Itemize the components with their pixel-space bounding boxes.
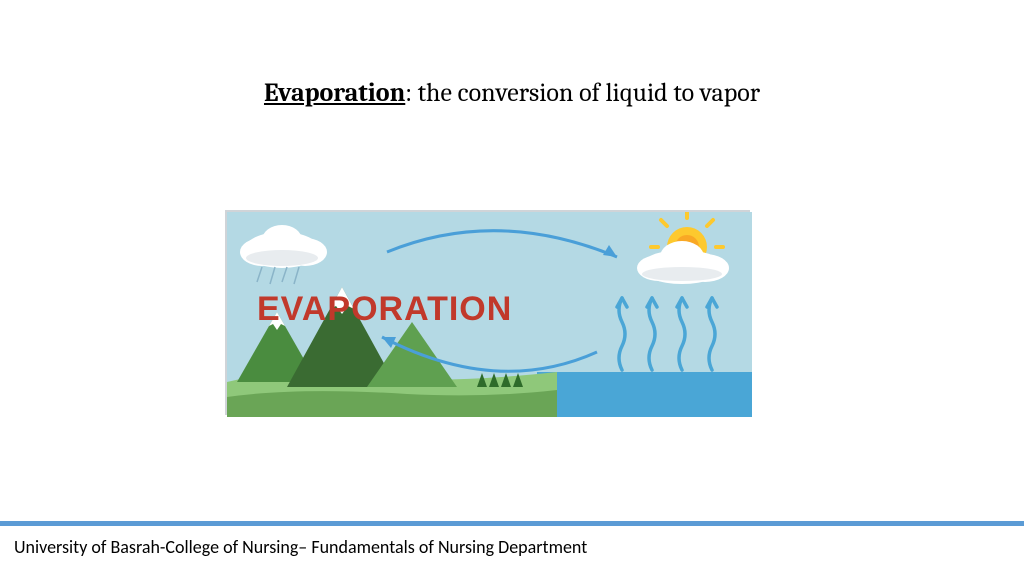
- title-definition: : the conversion of liquid to vapor: [405, 78, 760, 108]
- footer-text: University of Basrah-College of Nursing–…: [14, 536, 587, 558]
- evaporation-diagram: EVAPORATION: [225, 210, 750, 415]
- title-term: Evaporation: [264, 78, 405, 108]
- footer-divider: [0, 521, 1024, 526]
- diagram-label: EVAPORATION: [257, 290, 512, 328]
- slide-title: Evaporation: the conversion of liquid to…: [0, 78, 1024, 108]
